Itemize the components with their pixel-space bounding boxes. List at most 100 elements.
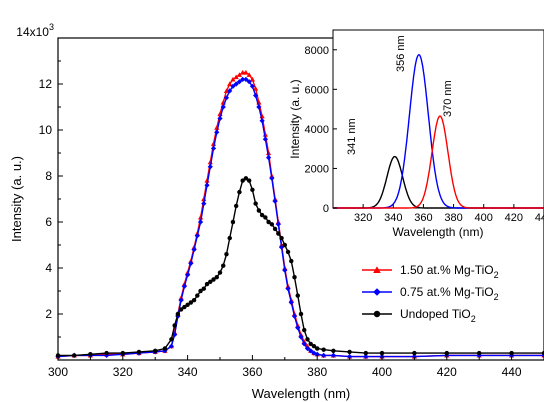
main-y-tick-label: 10 [39, 123, 53, 137]
series-mg075-point [321, 352, 327, 358]
series-mg075-point [168, 343, 174, 349]
legend-entry: 0.75 at.% Mg-TiO2 [362, 285, 499, 302]
series-mg075-point [227, 88, 233, 94]
inset-y-tick-label: 6000 [305, 84, 329, 96]
series-mg075-point [363, 353, 369, 360]
main-x-tick-label: 440 [502, 365, 522, 379]
series-undoped [55, 176, 544, 358]
legend-marker [373, 310, 381, 318]
series-mg075-point [275, 221, 281, 227]
series-undoped-point [237, 189, 242, 195]
series-mg075-point [185, 272, 191, 278]
series-undoped-point [88, 352, 93, 357]
series-undoped-point [233, 203, 239, 209]
main-x-axis-title: Wavelength (nm) [252, 386, 351, 401]
series-undoped-point [120, 350, 126, 356]
series-undoped-point [266, 219, 271, 225]
inset-y-tick-label: 2000 [305, 163, 329, 175]
series-undoped-point [347, 349, 352, 355]
series-mg075-point [236, 79, 243, 85]
y-scale-label: 14x103 [16, 22, 54, 39]
series-undoped-point [541, 350, 544, 356]
series-mg075-point [230, 83, 236, 89]
series-undoped-point [302, 327, 307, 333]
series-undoped-point [292, 274, 297, 280]
series-mg075-point [191, 247, 197, 253]
series-mg075-point [256, 104, 262, 110]
series-undoped-point [71, 353, 77, 358]
series-undoped-point [227, 235, 232, 241]
inset-chart: 320 340 360 380 400 420 440 0 2000 4000 6000 8000 W… [288, 29, 544, 239]
series-undoped-point [246, 178, 252, 183]
series-undoped-point [214, 274, 219, 280]
series-mg075-point [295, 325, 301, 331]
series-undoped-point [162, 346, 168, 351]
series-undoped-point [169, 337, 174, 342]
series-undoped-point [195, 293, 200, 298]
series-undoped-point [282, 242, 288, 248]
inset-x-tick-label: 320 [354, 212, 372, 224]
series-mg075-point [269, 175, 275, 181]
main-y-tick-label: 2 [45, 307, 52, 321]
series-undoped-point [211, 277, 216, 282]
series-mg150-point [227, 81, 233, 87]
inset-peak-370 [333, 115, 544, 209]
main-y-axis-title: Intensity (a. u.) [9, 156, 24, 242]
main-x-tick-label: 320 [113, 365, 133, 379]
series-mg075-point [314, 351, 320, 357]
legend-marker [373, 266, 381, 274]
series-undoped-point [272, 226, 278, 232]
peak-label: 341 nm [346, 118, 358, 155]
series-mg075-point [249, 83, 255, 89]
series-undoped-point [295, 293, 300, 298]
series-mg075-point [223, 95, 230, 101]
series-undoped-point [221, 263, 226, 268]
series-undoped-point [476, 350, 482, 356]
series-mg075-point [330, 352, 336, 358]
series-mg075-point [311, 350, 317, 356]
inset-series-group [333, 53, 544, 209]
series-mg075-point [259, 118, 265, 124]
inset-x-axis-title: Wavelength (nm) [393, 225, 484, 239]
series-undoped-point [263, 215, 268, 220]
main-axis-ticks: 300 320 340 360 380 400 420 440 2 4 6 8 10 12 [39, 60, 544, 379]
series-undoped-point [182, 304, 187, 310]
inset-peak-annotations: 341 nm 356 nm 370 nm [346, 35, 454, 155]
legend-label: Undoped TiO2 [400, 307, 476, 324]
series-undoped-point [314, 346, 320, 351]
series-mg075-point [178, 297, 184, 303]
inset-x-tick-label: 420 [505, 212, 523, 224]
series-mg075-point [197, 219, 204, 225]
series-mg150-point [223, 88, 230, 93]
series-mg075-point [181, 283, 187, 289]
series-mg075-point [476, 352, 482, 358]
main-x-tick-label: 300 [48, 365, 68, 379]
series-mg075-point [347, 353, 353, 360]
series-mg075-point [207, 164, 213, 170]
series-undoped-point [256, 208, 262, 213]
series-undoped-point [204, 281, 210, 287]
series-undoped-point [152, 348, 158, 354]
legend: 1.50 at.% Mg-TiO2 0.75 at.% Mg-TiO2 Undope… [362, 263, 499, 324]
main-x-tick-label: 400 [372, 365, 392, 379]
main-y-tick-label: 8 [45, 169, 52, 183]
series-undoped-point [188, 300, 194, 305]
series-mg075-point [188, 260, 194, 266]
legend-label: 1.50 at.% Mg-TiO2 [400, 263, 499, 280]
series-undoped-point [259, 212, 265, 218]
series-undoped-point [230, 219, 236, 225]
series-mg075-point [298, 334, 304, 340]
main-y-tick-label: 12 [39, 77, 53, 91]
series-undoped-point [198, 288, 203, 294]
series-mg075-point [285, 286, 291, 292]
inset-y-tick-label: 8000 [305, 45, 329, 57]
main-y-tick-label: 6 [45, 215, 52, 229]
series-undoped-point [321, 347, 326, 352]
series-undoped-point [289, 258, 294, 264]
series-mg150-point [243, 69, 249, 75]
main-series-group [55, 69, 544, 360]
series-mg075-point [233, 81, 239, 87]
series-mg075-point [172, 332, 178, 338]
series-mg075-point [246, 79, 252, 85]
